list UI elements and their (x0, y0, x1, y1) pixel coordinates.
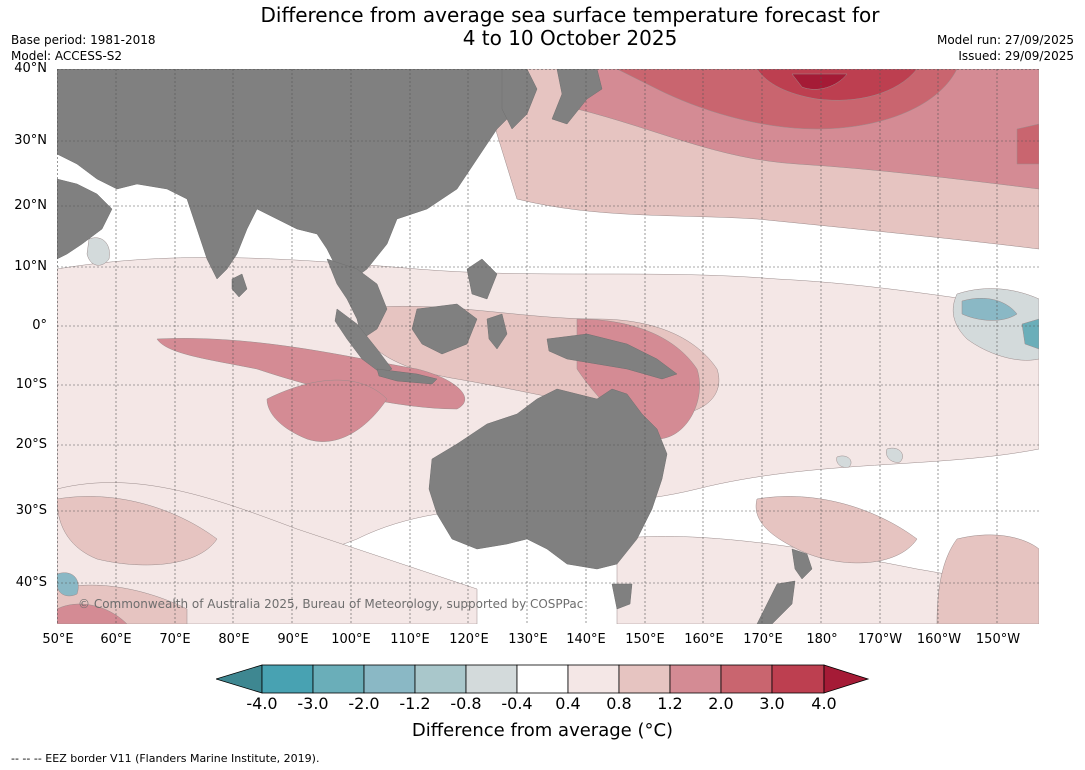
lat-label-30s: 30°S (15, 503, 47, 518)
lon-label-180: 180° (806, 632, 838, 647)
meta-left: Base period: 1981-2018 Model: ACCESS-S2 (11, 32, 156, 64)
colorbar-bin (771, 664, 825, 694)
colorbar-arrow-low (216, 664, 263, 694)
land-masses (57, 69, 813, 624)
lat-label-40n: 40°N (14, 61, 47, 76)
model-run: Model run: 27/09/2025 (936, 33, 1074, 47)
lon-label-170w: 170°W (857, 632, 903, 647)
colorbar-tick: -3.0 (297, 694, 329, 713)
map-title: Difference from average sea surface temp… (0, 4, 1085, 50)
lat-label-0: 0° (32, 318, 47, 333)
lat-label-10s: 10°S (15, 377, 47, 392)
colorbar-bin (465, 664, 518, 694)
colorbar-label: Difference from average (°C) (411, 720, 674, 741)
lon-label-110e: 110°E (390, 632, 430, 647)
lat-label-20n: 20°N (14, 198, 47, 213)
lon-label-160w: 160°W (916, 632, 962, 647)
colorbar-tick: -1.2 (399, 694, 431, 713)
colorbar-bin (669, 664, 722, 694)
colorbar-bin (312, 664, 365, 694)
lat-label-30n: 30°N (14, 133, 47, 148)
lon-label-150e: 150°E (625, 632, 665, 647)
base-period: Base period: 1981-2018 (11, 33, 156, 47)
colorbar-bin (516, 664, 569, 694)
lon-label-140e: 140°E (566, 632, 606, 647)
meta-right: Model run: 27/09/2025 Issued: 29/09/2025 (937, 32, 1074, 64)
lat-label-40s: 40°S (15, 575, 47, 590)
lat-label-10n: 10°N (14, 259, 47, 274)
colorbar-tick: 1.2 (657, 694, 683, 713)
colorbar-tick: 4.0 (811, 694, 837, 713)
anomaly-fields (57, 69, 1039, 624)
colorbar-tick: 0.4 (555, 694, 581, 713)
lon-label-100e: 100°E (331, 632, 371, 647)
colorbar-bin (261, 664, 314, 694)
model-name: Model: ACCESS-S2 (11, 49, 123, 63)
colorbar-tick: -2.0 (348, 694, 380, 713)
lat-label-20s: 20°S (15, 437, 47, 452)
colorbar-bin (618, 664, 671, 694)
colorbar-bin (720, 664, 773, 694)
lon-label-150w: 150°W (975, 632, 1021, 647)
colorbar (216, 664, 870, 694)
lon-label-60e: 60°E (100, 632, 132, 647)
eez-footnote: -- -- -- EEZ border V11 (Flanders Marine… (11, 752, 320, 765)
sst-anomaly-map (57, 69, 1039, 624)
lon-label-70e: 70°E (159, 632, 191, 647)
lon-label-80e: 80°E (218, 632, 250, 647)
copyright-notice: © Commonwealth of Australia 2025, Bureau… (78, 597, 584, 611)
title-line-2: 4 to 10 October 2025 (462, 26, 678, 50)
lon-label-170e: 170°E (743, 632, 783, 647)
colorbar-bin (567, 664, 620, 694)
lon-label-160e: 160°E (684, 632, 724, 647)
lon-label-120e: 120°E (449, 632, 489, 647)
colorbar-tick: -0.8 (450, 694, 482, 713)
issued-date: Issued: 29/09/2025 (958, 49, 1074, 63)
lon-label-90e: 90°E (277, 632, 309, 647)
colorbar-tick: 2.0 (708, 694, 734, 713)
colorbar-tick: 0.8 (606, 694, 632, 713)
title-line-1: Difference from average sea surface temp… (260, 3, 880, 27)
colorbar-tick: -4.0 (246, 694, 278, 713)
lon-label-130e: 130°E (508, 632, 548, 647)
colorbar-tick: -0.4 (501, 694, 533, 713)
colorbar-bin (363, 664, 416, 694)
lon-label-50e: 50°E (42, 632, 74, 647)
colorbar-arrow-high (823, 664, 870, 694)
graticule (57, 69, 1039, 624)
colorbar-bin (414, 664, 467, 694)
colorbar-tick: 3.0 (759, 694, 785, 713)
